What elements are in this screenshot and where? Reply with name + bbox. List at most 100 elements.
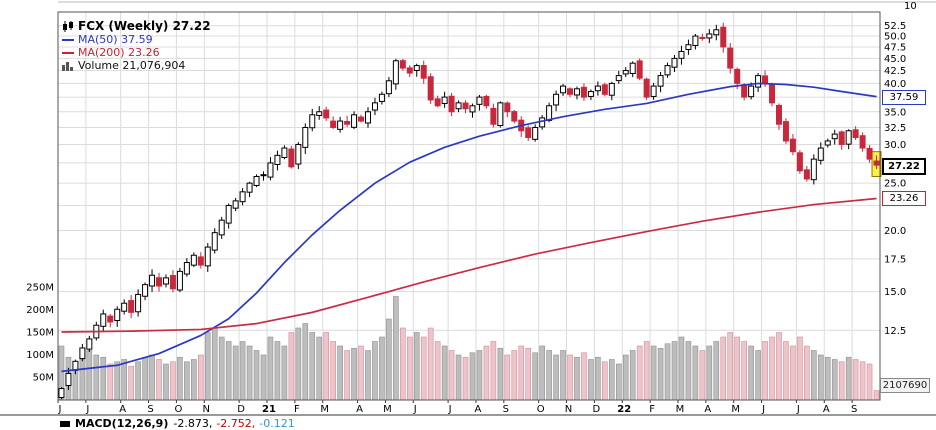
macd-main-value: -2.873, (173, 417, 213, 430)
volume-bar (441, 345, 448, 401)
candle-body (497, 102, 504, 126)
volume-bar (379, 336, 385, 401)
legend-ma50-row[interactable]: MA(50) 37.59 (62, 33, 211, 46)
candle-body (204, 246, 211, 267)
volume-bars-icon (62, 61, 73, 71)
candle-body (601, 84, 608, 95)
volume-bar (553, 354, 559, 401)
ma200-axis-flag: 23.26 (882, 191, 926, 207)
volume-bar (678, 336, 685, 401)
price-tick-label: 42.5 (884, 66, 906, 77)
month-tick-label: 21 (262, 404, 276, 415)
candle-body (427, 76, 434, 101)
candle-body (434, 98, 441, 107)
volume-bar (476, 350, 483, 401)
candle-body (295, 143, 302, 165)
volume-bar (817, 354, 824, 401)
volume-bar (831, 359, 838, 401)
candle-body (156, 277, 163, 287)
volume-bar (748, 345, 754, 401)
chart-title: FCX (Weekly) 27.22 (78, 19, 211, 33)
candle-body (399, 60, 406, 69)
candle-body (406, 67, 413, 74)
candle-body (692, 35, 699, 46)
candle-body (755, 75, 762, 88)
candle-body (734, 68, 741, 84)
last-price-axis-flag: 27.22 (882, 158, 926, 176)
price-tick-label: 35.0 (884, 107, 906, 118)
volume-bar (769, 336, 775, 401)
candle-body (782, 121, 789, 142)
month-tick-label: J (796, 404, 800, 415)
month-tick-label: S (851, 404, 857, 415)
legend-ma200-row[interactable]: MA(200) 23.26 (62, 46, 211, 59)
month-tick-label: J (761, 404, 765, 415)
volume-bar (434, 341, 441, 401)
volume-bar (260, 354, 267, 401)
volume-bar (218, 336, 225, 401)
month-tick-label: J (58, 404, 62, 415)
candle-body (448, 95, 455, 113)
macd-legend[interactable]: MACD(12,26,9) -2.873, -2.752, -0.121 (60, 417, 295, 430)
candle-body (685, 44, 692, 50)
candle-body (239, 191, 246, 203)
candle-body (385, 80, 392, 95)
volume-bar (455, 354, 462, 401)
volume-bar (783, 341, 789, 401)
volume-bar (337, 345, 343, 401)
volume-bar (309, 332, 316, 401)
volume-bar (811, 350, 817, 401)
candle-body (337, 120, 344, 130)
candle-body (128, 300, 135, 313)
volume-bar (302, 323, 309, 401)
candle-body (615, 75, 622, 82)
volume-bar (253, 350, 260, 401)
candle-body (371, 102, 378, 111)
volume-bar (692, 345, 699, 401)
volume-bar (859, 361, 866, 401)
volume-bar (741, 341, 747, 401)
volume-bar (866, 363, 873, 401)
volume-bar (511, 350, 518, 401)
volume-bar (316, 336, 323, 401)
candle-body (455, 102, 462, 110)
candle-body (364, 111, 371, 124)
candle-body (608, 82, 615, 96)
candle-body (636, 60, 643, 79)
ma50-line (61, 82, 877, 373)
volume-bar (184, 361, 190, 401)
volume-bar (267, 336, 274, 401)
month-tick-label: 22 (617, 404, 631, 415)
candle-body (504, 102, 511, 113)
volume-bar (776, 332, 782, 401)
volume-bar (567, 354, 573, 401)
volume-bar (504, 354, 511, 401)
candle-body (211, 232, 218, 251)
ma50-legend-label: MA(50) 37.59 (78, 33, 153, 46)
candle-body (546, 105, 553, 121)
ma200-line (61, 197, 877, 333)
price-tick-label: 17.5 (884, 254, 906, 265)
volume-bar (121, 359, 127, 401)
month-tick-label: J (85, 404, 89, 415)
candle-body (775, 104, 782, 125)
volume-bar (595, 356, 601, 401)
candle-body (392, 60, 399, 85)
volume-bar (699, 350, 706, 401)
candle-body (253, 175, 260, 186)
legend-volume-row[interactable]: Volume 21,076,904 (62, 59, 211, 72)
candle-body (817, 147, 824, 161)
candle-body (302, 126, 309, 148)
month-tick-label: J (413, 404, 417, 415)
volume-bar (288, 332, 295, 401)
volume-axis-flag: 2107690 (880, 378, 930, 393)
volume-bar (142, 356, 148, 401)
candle-body (462, 102, 469, 110)
ma200-line-icon (62, 51, 74, 54)
candle-body (225, 205, 232, 224)
price-tick-label: 40.0 (884, 79, 906, 90)
volume-bar (643, 341, 650, 401)
price-tick-label: 12.5 (884, 326, 906, 337)
volume-bar (128, 365, 134, 401)
volume-bar (755, 350, 761, 401)
